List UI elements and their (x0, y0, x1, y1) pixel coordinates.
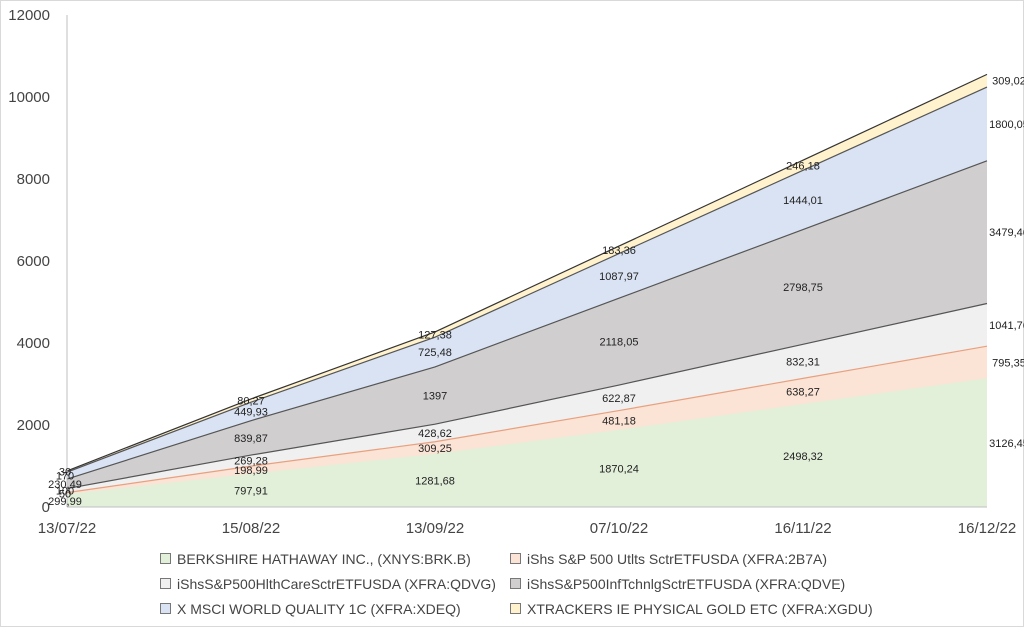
y-tick-label: 0 (42, 499, 50, 516)
data-label: 246,18 (786, 160, 820, 172)
series-area-4 (67, 87, 987, 480)
series-edge-2 (66, 302, 988, 490)
data-label: 428,62 (418, 428, 452, 440)
y-tick-label: 12000 (8, 7, 50, 24)
series-edge-0 (66, 378, 988, 496)
series-area-3 (67, 160, 987, 489)
series-edge-4 (66, 86, 988, 473)
data-label: 1870,24 (599, 464, 639, 476)
data-label: 50 (59, 489, 71, 501)
legend-swatch (160, 578, 171, 589)
legend-label: iShs S&P 500 Utlts SctrETFUSDA (XFRA:2B7… (527, 550, 828, 567)
legend-item-2b7a: iShs S&P 500 Utlts SctrETFUSDA (XFRA:2B7… (510, 551, 910, 567)
data-label: 309,25 (418, 443, 452, 455)
legend-item-qdvg: iShsS&P500HlthCareSctrETFUSDA (XFRA:QDVG… (160, 576, 510, 592)
x-tick-label: 15/08/22 (222, 520, 280, 537)
x-tick-label: 13/07/22 (38, 520, 96, 537)
legend-row: BERKSHIRE HATHAWAY INC., (XNYS:BRK.B) iS… (160, 546, 920, 571)
legend-label: iShsS&P500HlthCareSctrETFUSDA (XFRA:QDVG… (177, 575, 496, 592)
legend-item-brk: BERKSHIRE HATHAWAY INC., (XNYS:BRK.B) (160, 551, 510, 567)
y-tick-label: 8000 (17, 171, 50, 188)
y-tick-label: 6000 (17, 253, 50, 270)
data-label: 2498,32 (783, 451, 823, 463)
data-label: 183,36 (602, 245, 636, 257)
legend-label: X MSCI WORLD QUALITY 1C (XFRA:XDEQ) (177, 600, 461, 617)
legend-swatch (160, 603, 171, 614)
data-label: 795,35 (992, 358, 1024, 370)
data-label: 170 (56, 471, 74, 483)
series-edge-1 (66, 345, 988, 494)
x-tick-label: 16/12/22 (958, 520, 1016, 537)
data-label: 230,49 (48, 479, 82, 491)
y-tick-label: 2000 (17, 417, 50, 434)
legend-label: iShsS&P500InfTchnlgSctrETFUSDA (XFRA:QDV… (527, 575, 846, 592)
stacked-area-chart: 0 2000 4000 6000 8000 10000 12000 13/07/22 15/08… (8, 7, 1024, 537)
data-label: 80,27 (237, 396, 265, 408)
data-label: 449,93 (234, 406, 268, 418)
data-label: 299,99 (48, 496, 82, 508)
data-label: 127,38 (418, 330, 452, 342)
data-label: 3126,45 (989, 438, 1024, 450)
data-label: 839,87 (234, 433, 268, 445)
legend-swatch (510, 553, 521, 564)
data-label: 1281,68 (415, 476, 455, 488)
legend-item-xdeq: X MSCI WORLD QUALITY 1C (XFRA:XDEQ) (160, 601, 510, 617)
data-label: 832,31 (786, 356, 820, 368)
data-label: 2118,05 (600, 337, 639, 349)
data-label: 1041,76 (989, 320, 1024, 332)
legend-item-xgdu: XTRACKERS IE PHYSICAL GOLD ETC (XFRA:XGD… (510, 601, 910, 617)
data-label: 797,91 (234, 486, 268, 498)
data-label: 481,18 (602, 415, 636, 427)
data-label: 1800,05 (989, 119, 1024, 131)
data-label: 30 (59, 467, 71, 479)
data-label: 1087,97 (599, 271, 639, 283)
x-tick-label: 07/10/22 (590, 520, 648, 537)
y-tick-label: 10000 (8, 89, 50, 106)
legend: BERKSHIRE HATHAWAY INC., (XNYS:BRK.B) iS… (160, 546, 920, 621)
series-edge-5 (66, 73, 988, 472)
data-label: 725,48 (418, 347, 452, 359)
data-label: 622,87 (602, 393, 636, 405)
series-edge-3 (66, 160, 988, 480)
data-label: 2798,75 (783, 282, 823, 294)
x-tick-label: 13/09/22 (406, 520, 464, 537)
series-area-2 (67, 303, 987, 493)
data-label: 100 (56, 486, 74, 498)
data-label: 3479,46 (989, 227, 1024, 239)
data-label: 638,27 (786, 386, 820, 398)
data-label: 1397 (423, 391, 447, 403)
legend-swatch (510, 578, 521, 589)
data-label: 309,02 (992, 76, 1024, 88)
legend-label: BERKSHIRE HATHAWAY INC., (XNYS:BRK.B) (177, 550, 471, 567)
data-label: 198,99 (234, 465, 268, 477)
legend-row: X MSCI WORLD QUALITY 1C (XFRA:XDEQ) XTRA… (160, 596, 920, 621)
y-tick-label: 4000 (17, 335, 50, 352)
legend-label: XTRACKERS IE PHYSICAL GOLD ETC (XFRA:XGD… (527, 600, 873, 617)
data-label: 269,28 (234, 456, 268, 468)
legend-item-qdve: iShsS&P500InfTchnlgSctrETFUSDA (XFRA:QDV… (510, 576, 910, 592)
legend-swatch (160, 553, 171, 564)
x-tick-label: 16/11/22 (774, 520, 831, 537)
legend-swatch (510, 603, 521, 614)
legend-row: iShsS&P500HlthCareSctrETFUSDA (XFRA:QDVG… (160, 571, 920, 596)
data-label: 1444,01 (783, 195, 823, 207)
